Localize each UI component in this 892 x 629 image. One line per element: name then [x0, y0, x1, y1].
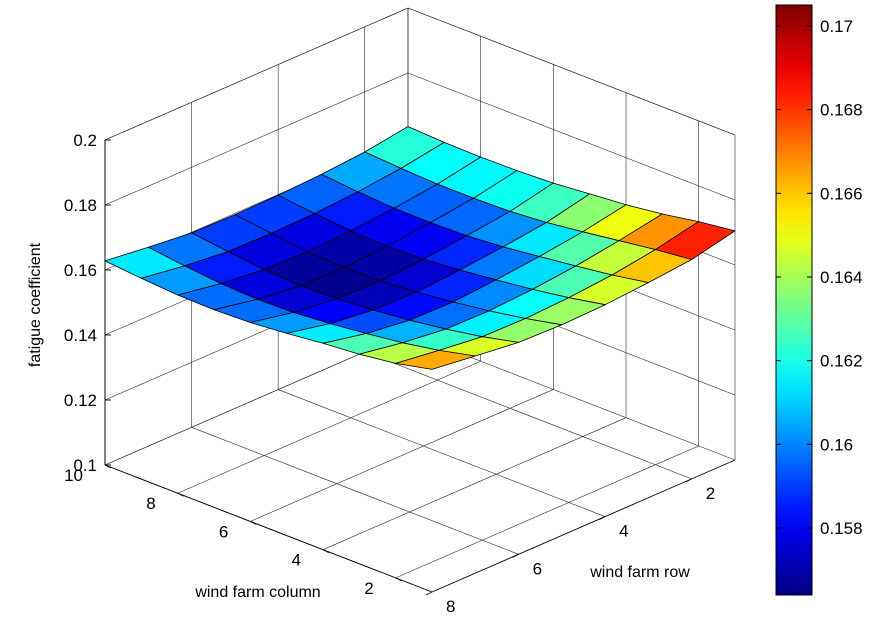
x-tick-mark [685, 478, 692, 483]
colorbar-tick-label: 0.17 [820, 17, 853, 36]
z-tick-label: 0.14 [64, 326, 97, 345]
y-tick-mark [395, 577, 402, 582]
floor-grid-line [177, 360, 481, 494]
floor-grid-line [191, 427, 519, 555]
y-tick-label: 10 [64, 466, 83, 485]
axis-ticks: 0.1 0.12 0.14 0.16 0.18 0.2 2 4 6 8 10 2 4 6 8 [64, 131, 715, 616]
x-axis-line [431, 459, 736, 593]
z-tick-label: 0.2 [73, 131, 97, 150]
colorbar-tick-label: 0.166 [820, 184, 863, 203]
x-axis-label: wind farm row [589, 564, 690, 581]
wall-grid-line [104, 72, 409, 206]
z-tick-label: 0.16 [64, 261, 97, 280]
surface-mesh [104, 126, 736, 370]
floor-grid-line [322, 417, 627, 550]
colorbar-tick-label: 0.168 [820, 101, 863, 120]
floor-grid-line [395, 445, 699, 579]
box-edge [407, 7, 736, 136]
colorbar-tick-label: 0.162 [820, 352, 863, 371]
y-tick-label: 2 [364, 579, 373, 598]
x-tick-mark [512, 553, 519, 558]
wall-grid-line [104, 332, 409, 466]
y-tick-label: 8 [146, 494, 155, 513]
y-tick-mark [250, 521, 257, 525]
y-axis-line [104, 464, 433, 593]
y-tick-mark [104, 464, 112, 469]
x-tick-mark [598, 516, 606, 520]
floor-grid-line [250, 389, 554, 522]
y-tick-label: 6 [219, 522, 228, 541]
x-tick-label: 4 [619, 522, 628, 541]
z-axis-label: fatigue coefficient [27, 242, 44, 367]
colorbar-tick-label: 0.158 [820, 519, 863, 538]
colorbar: 0.158 0.16 0.162 0.164 0.166 0.168 0.17 [775, 4, 863, 596]
x-tick-label: 6 [533, 559, 542, 578]
wall-grid-line [407, 72, 736, 201]
y-tick-mark [177, 492, 184, 497]
box-edge [104, 7, 409, 141]
surface-patch [395, 349, 476, 370]
y-tick-mark [322, 549, 330, 554]
x-tick-label: 2 [706, 484, 715, 503]
colorbar-gradient [775, 4, 813, 596]
floor-grid-line [278, 389, 606, 517]
x-tick-label: 8 [446, 597, 455, 616]
colorbar-ticks: 0.158 0.16 0.162 0.164 0.166 0.168 0.17 [776, 17, 863, 538]
y-tick-label: 4 [292, 551, 301, 570]
floor-grid-line [364, 351, 692, 480]
z-tick-label: 0.1 [73, 456, 97, 475]
z-tick-label: 0.18 [64, 196, 97, 215]
y-axis-label: wind farm column [194, 584, 320, 601]
colorbar-tick-label: 0.164 [820, 268, 863, 287]
z-tick-label: 0.12 [64, 391, 97, 410]
x-tick-mark [425, 591, 433, 596]
colorbar-tick-label: 0.16 [820, 435, 853, 454]
